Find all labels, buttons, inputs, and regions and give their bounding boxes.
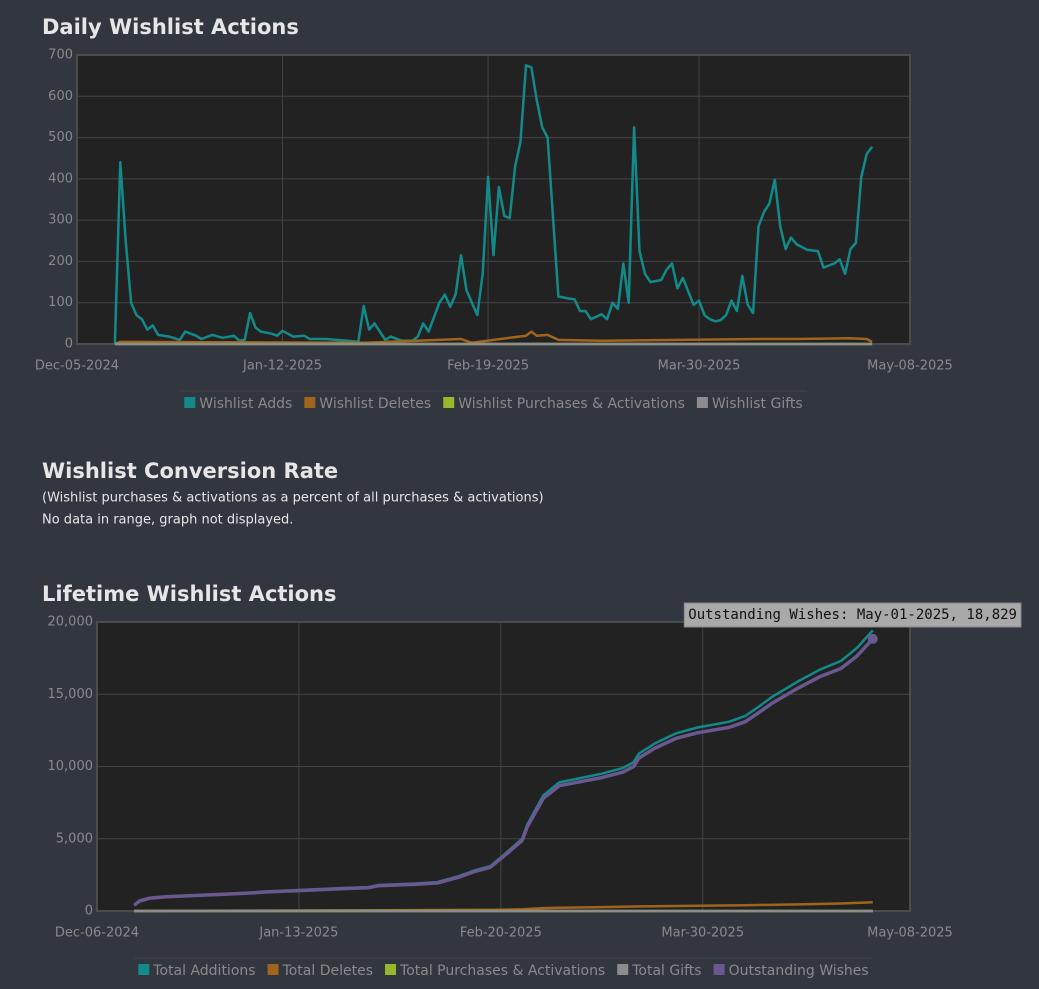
y-tick-label: 15,000 (48, 687, 94, 702)
y-tick-label: 0 (65, 337, 73, 352)
legend-label: Wishlist Purchases & Activations (458, 396, 685, 412)
tooltip-text: Outstanding Wishes: May-01-2025, 18,829 (688, 607, 1017, 623)
y-tick-label: 300 (48, 213, 73, 228)
legend-label: Total Additions (152, 963, 255, 979)
y-tick-label: 10,000 (48, 759, 94, 774)
legend-swatch (138, 964, 150, 975)
legend-label: Wishlist Gifts (712, 396, 803, 412)
legend-label: Total Deletes (282, 963, 373, 979)
series-line (134, 901, 873, 913)
x-tick-label: Mar-30-2025 (661, 926, 744, 941)
section-title: Wishlist Conversion Rate (42, 459, 338, 483)
legend-label: Wishlist Deletes (319, 396, 431, 412)
y-tick-label: 0 (85, 904, 93, 919)
x-tick-label: Jan-12-2025 (242, 359, 322, 374)
legend-swatch (304, 397, 316, 408)
x-tick-label: Dec-05-2024 (35, 359, 119, 374)
series-line (133, 637, 875, 907)
x-tick-label: May-08-2025 (867, 926, 953, 941)
hover-point (867, 633, 878, 644)
section-message: No data in range, graph not displayed. (42, 513, 293, 528)
x-tick-label: Feb-20-2025 (460, 926, 542, 941)
legend-label: Total Gifts (631, 963, 701, 979)
x-tick-label: Feb-19-2025 (447, 359, 529, 374)
legend-swatch (443, 397, 455, 408)
x-tick-label: Dec-06-2024 (55, 926, 139, 941)
y-tick-label: 400 (48, 171, 73, 186)
chart-title: Daily Wishlist Actions (42, 15, 299, 39)
y-tick-label: 20,000 (48, 615, 94, 630)
legend-swatch (385, 964, 397, 975)
series-line (113, 64, 874, 345)
legend-swatch (696, 397, 708, 408)
x-tick-label: Jan-13-2025 (258, 926, 338, 941)
y-tick-label: 600 (48, 89, 73, 104)
legend-swatch (184, 397, 196, 408)
legend-label: Outstanding Wishes (729, 963, 869, 979)
y-tick-label: 500 (48, 130, 73, 145)
y-tick-label: 700 (48, 48, 73, 63)
y-tick-label: 200 (48, 254, 73, 269)
chart-title: Lifetime Wishlist Actions (42, 582, 337, 606)
x-tick-label: May-08-2025 (867, 359, 953, 374)
legend-label: Wishlist Adds (199, 396, 292, 412)
y-tick-label: 5,000 (56, 831, 93, 846)
tooltip-box (683, 602, 1022, 628)
legend-swatch (267, 964, 279, 975)
plot-area (76, 54, 911, 345)
legend-swatch (617, 964, 629, 975)
y-tick-label: 100 (48, 295, 73, 310)
legend-swatch (713, 964, 725, 975)
section-subtitle: (Wishlist purchases & activations as a p… (42, 491, 544, 506)
legend-label: Total Purchases & Activations (399, 963, 605, 979)
series-line (114, 330, 873, 346)
x-tick-label: Mar-30-2025 (658, 359, 741, 374)
